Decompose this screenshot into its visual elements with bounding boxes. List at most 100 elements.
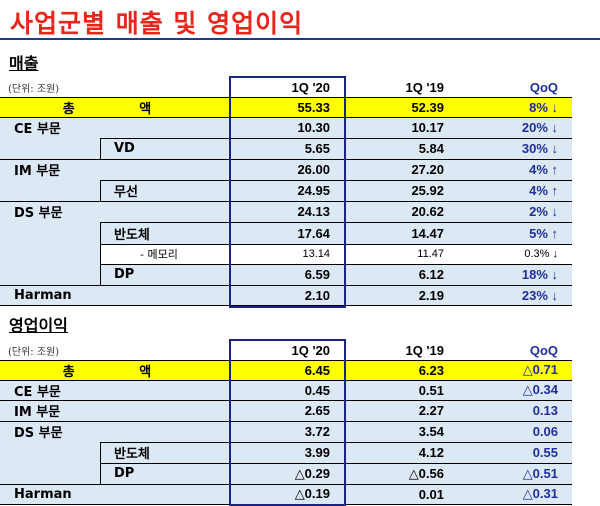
row-divider [0, 360, 572, 361]
op-profit-unit-note: (단위: 조원) [8, 347, 60, 358]
row-divider [100, 463, 572, 464]
row-label: 총 액 [0, 97, 230, 117]
value-1q19: 5.84 [344, 138, 458, 159]
revenue-row-1: CE 부문 10.30 10.17 20% ↓ [0, 117, 600, 138]
value-qoq: 20% ↓ [458, 117, 572, 138]
op-profit-1q20-highlight-box [229, 339, 346, 506]
row-divider [0, 285, 572, 286]
row-label: 총 액 [0, 360, 230, 380]
value-1q20: 24.95 [230, 180, 344, 201]
row-label: IM 부문 [0, 400, 230, 421]
row-divider [0, 421, 572, 422]
revenue-header-qoq: QoQ [529, 79, 558, 95]
indent-divider [100, 222, 101, 244]
row-label: IM 부문 [0, 159, 230, 180]
value-1q19: 2.27 [344, 400, 458, 421]
indent-stub [0, 442, 100, 463]
value-1q19: 14.47 [344, 222, 458, 244]
op-profit-header-qoq: QoQ [529, 342, 558, 358]
value-1q19: 0.51 [344, 380, 458, 400]
revenue-section-label: 매출 [9, 54, 39, 73]
row-divider [0, 400, 572, 401]
page-title: 사업군별 매출 및 영업이익 [10, 9, 304, 38]
value-qoq: 0.55 [458, 442, 572, 463]
indent-stub [0, 138, 100, 159]
value-1q20: △0.19 [230, 484, 344, 504]
indent-divider [100, 442, 101, 463]
value-qoq: 5% ↑ [458, 222, 572, 244]
value-1q20: 3.72 [230, 421, 344, 442]
op-profit-header-1q19: 1Q '19 [405, 342, 444, 358]
revenue-1q20-highlight-box [229, 76, 346, 308]
value-1q20: 6.45 [230, 360, 344, 380]
row-label: DS 부문 [0, 201, 230, 222]
value-qoq: 8% ↓ [458, 97, 572, 117]
value-1q20: 5.65 [230, 138, 344, 159]
row-divider [100, 442, 572, 443]
revenue-header-1q20: 1Q '20 [291, 79, 330, 95]
revenue-row-2: VD 5.65 5.84 30% ↓ [0, 138, 600, 159]
row-divider [100, 138, 572, 139]
row-label: 반도체 [100, 222, 230, 244]
title-rule [0, 38, 600, 40]
value-qoq: △0.51 [458, 463, 572, 484]
value-1q19: 0.01 [344, 484, 458, 504]
value-1q19: 2.19 [344, 285, 458, 305]
op_profit-row-1: CE 부문 0.45 0.51 △0.34 [0, 380, 600, 400]
row-label: DS 부문 [0, 421, 230, 442]
value-qoq: 0.13 [458, 400, 572, 421]
value-qoq: 23% ↓ [458, 285, 572, 305]
row-divider [100, 180, 572, 181]
value-1q19: 52.39 [344, 97, 458, 117]
value-1q19: 10.17 [344, 117, 458, 138]
value-1q19: 4.12 [344, 442, 458, 463]
value-qoq: △0.34 [458, 380, 572, 400]
op_profit-row-5: DP △0.29 △0.56 △0.51 [0, 463, 600, 484]
op_profit-row-2: IM 부문 2.65 2.27 0.13 [0, 400, 600, 421]
row-divider [100, 244, 572, 245]
value-1q20: 6.59 [230, 264, 344, 285]
value-1q19: 6.23 [344, 360, 458, 380]
row-label: 반도체 [100, 442, 230, 463]
revenue-header-row: 1Q '20 1Q '19 QoQ [0, 78, 600, 96]
row-divider [0, 97, 572, 98]
row-label: 무선 [100, 180, 230, 201]
row-label: DP [100, 264, 230, 285]
indent-stub [0, 244, 100, 264]
value-qoq: △0.31 [458, 484, 572, 504]
indent-divider [100, 463, 101, 484]
row-label: Harman [0, 285, 230, 305]
op_profit-row-3: DS 부문 3.72 3.54 0.06 [0, 421, 600, 442]
value-1q19: 25.92 [344, 180, 458, 201]
value-qoq: 4% ↑ [458, 180, 572, 201]
row-divider [0, 117, 572, 118]
revenue-row-7: - 메모리 13.14 11.47 0.3% ↓ [0, 244, 600, 264]
revenue-row-9: Harman 2.10 2.19 23% ↓ [0, 285, 600, 305]
revenue-row-6: 반도체 17.64 14.47 5% ↑ [0, 222, 600, 244]
indent-divider [100, 244, 101, 264]
indent-divider [100, 180, 101, 201]
op_profit-row-0: 총 액 6.45 6.23 △0.71 [0, 360, 600, 380]
value-1q20: 3.99 [230, 442, 344, 463]
value-1q20: 13.14 [302, 248, 330, 260]
value-qoq: 2% ↓ [458, 201, 572, 222]
value-qoq: 30% ↓ [458, 138, 572, 159]
value-1q19: 6.12 [344, 264, 458, 285]
row-label: DP [100, 463, 230, 484]
value-qoq: 18% ↓ [458, 264, 572, 285]
value-1q20: △0.29 [230, 463, 344, 484]
op_profit-row-4: 반도체 3.99 4.12 0.55 [0, 442, 600, 463]
row-divider [100, 264, 572, 265]
value-1q20: 2.10 [230, 285, 344, 305]
row-divider [0, 380, 572, 381]
row-divider [100, 222, 572, 223]
row-label: - 메모리 [140, 248, 178, 261]
indent-stub [0, 222, 100, 244]
row-label: CE 부문 [0, 117, 230, 138]
revenue-row-4: 무선 24.95 25.92 4% ↑ [0, 180, 600, 201]
row-divider [0, 484, 572, 485]
value-1q20: 17.64 [230, 222, 344, 244]
indent-stub [0, 264, 100, 285]
value-1q19: 3.54 [344, 421, 458, 442]
op_profit-row-6: Harman △0.19 0.01 △0.31 [0, 484, 600, 504]
